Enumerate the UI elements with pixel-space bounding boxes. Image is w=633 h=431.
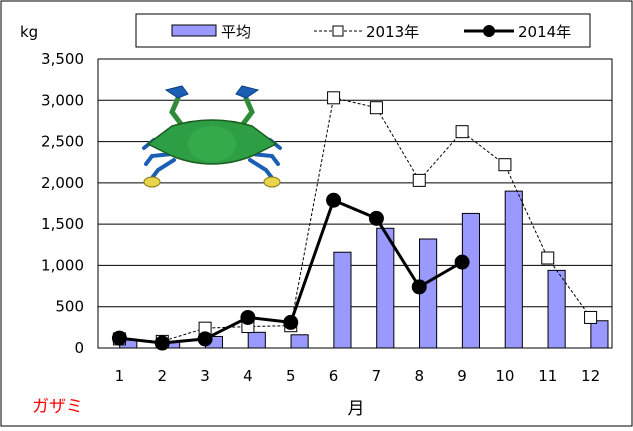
x-tick-label: 10 bbox=[495, 367, 514, 385]
bar-average bbox=[461, 212, 481, 349]
legend-label-average: 平均 bbox=[221, 23, 251, 41]
legend: 平均 2013年 2014年 bbox=[135, 13, 591, 48]
point-2013 bbox=[412, 173, 426, 187]
bar-average bbox=[376, 227, 395, 349]
y-tick-label: 1,000 bbox=[41, 256, 84, 274]
point-2013 bbox=[498, 158, 512, 172]
plot-area bbox=[97, 58, 613, 349]
bar-average bbox=[547, 269, 566, 349]
y-tick-labels: 0 500 1,000 1,500 2,000 2,500 3,000 3,500 bbox=[41, 50, 84, 357]
point-2013 bbox=[369, 101, 383, 115]
x-tick-label: 12 bbox=[581, 367, 600, 385]
legend-marker-2013 bbox=[332, 25, 344, 37]
point-2014 bbox=[111, 330, 127, 346]
x-tick-label: 1 bbox=[115, 367, 125, 385]
point-2014 bbox=[283, 314, 299, 330]
point-2013 bbox=[584, 310, 598, 324]
point-2014 bbox=[240, 309, 256, 325]
legend-label-2014: 2014年 bbox=[518, 23, 571, 41]
y-tick-label: 1,500 bbox=[41, 215, 84, 233]
bar-average bbox=[247, 331, 266, 349]
point-2013 bbox=[541, 251, 555, 265]
y-tick-label: 3,000 bbox=[41, 91, 84, 109]
x-tick-label: 6 bbox=[329, 367, 339, 385]
x-tick-label: 8 bbox=[414, 367, 424, 385]
point-2013 bbox=[327, 91, 341, 105]
y-tick-label: 2,500 bbox=[41, 133, 84, 151]
x-tick-label: 3 bbox=[200, 367, 210, 385]
point-2014 bbox=[197, 331, 213, 347]
x-axis-label: 月 bbox=[348, 399, 365, 419]
y-tick-label: 0 bbox=[74, 339, 84, 357]
species-label: ガザミ bbox=[32, 397, 83, 417]
y-tick-label: 500 bbox=[55, 298, 84, 316]
y-tick-label: 3,500 bbox=[41, 50, 84, 68]
legend-swatch-average bbox=[171, 24, 217, 37]
line-2014 bbox=[111, 192, 470, 351]
point-2014 bbox=[368, 210, 384, 226]
bar-average bbox=[504, 190, 523, 349]
point-2014 bbox=[454, 254, 470, 270]
bars-average bbox=[119, 190, 609, 349]
legend-marker-2014 bbox=[483, 25, 495, 37]
y-unit-label: kg bbox=[20, 23, 38, 41]
x-tick-label: 4 bbox=[243, 367, 253, 385]
x-tick-label: 7 bbox=[372, 367, 382, 385]
point-2014 bbox=[154, 335, 170, 351]
line-2013-path bbox=[119, 97, 591, 342]
x-tick-labels: 1 2 3 4 5 6 7 8 9 10 11 12 bbox=[115, 367, 600, 385]
x-tick-label: 9 bbox=[457, 367, 467, 385]
x-tick-label: 5 bbox=[286, 367, 296, 385]
x-tick-label: 11 bbox=[538, 367, 557, 385]
point-2013 bbox=[455, 125, 469, 139]
bar-average bbox=[333, 251, 352, 349]
point-2014 bbox=[326, 192, 342, 208]
y-tick-label: 2,000 bbox=[41, 174, 84, 192]
bar-average bbox=[290, 334, 309, 349]
bar-average bbox=[590, 320, 609, 349]
crab-icon bbox=[142, 85, 282, 188]
point-2014 bbox=[411, 279, 427, 295]
legend-label-2013: 2013年 bbox=[366, 23, 419, 41]
x-tick-label: 2 bbox=[157, 367, 167, 385]
